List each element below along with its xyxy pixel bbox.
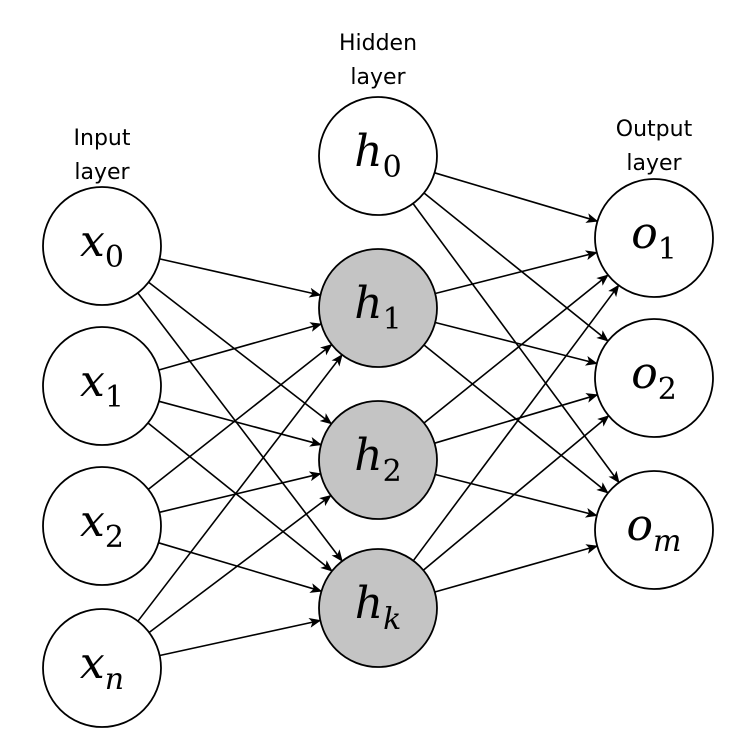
- hidden-layer-label-line1: Hidden: [339, 31, 417, 56]
- node-xn-label: xn: [80, 638, 124, 697]
- node-x0-subscript: 0: [105, 240, 124, 275]
- edge-x2-hk: [158, 542, 323, 593]
- edge-x0-hk: [137, 292, 343, 562]
- node-xn-circle: [42, 608, 162, 728]
- output-layer-label-line1: Output: [616, 117, 693, 142]
- node-om-label: om: [627, 500, 682, 559]
- edge-hk-o2: [422, 415, 610, 571]
- edge-x1-h2: [158, 400, 322, 447]
- node-om-base: o: [627, 500, 654, 551]
- node-hk-subscript: k: [383, 602, 401, 637]
- node-h0-circle: [318, 96, 438, 216]
- node-om-subscript: m: [653, 524, 681, 559]
- edge-x1-h1: [158, 322, 323, 371]
- node-om: om: [594, 470, 714, 590]
- node-h2: h2: [318, 400, 438, 520]
- edge-h1-o1: [435, 250, 598, 295]
- edge-x0-h2: [148, 281, 333, 425]
- node-o2-base: o: [631, 348, 658, 399]
- node-o1-label: o1: [631, 208, 677, 267]
- hidden-layer-label-line2: layer: [350, 65, 406, 90]
- node-o2-label: o2: [631, 348, 677, 407]
- node-hk-label: hk: [355, 578, 402, 637]
- node-x1-subscript: 1: [105, 380, 124, 415]
- edge-h2-om: [435, 473, 598, 518]
- edge-h1-o2: [435, 321, 598, 366]
- node-x2-subscript: 2: [105, 520, 124, 555]
- node-x1-label: x1: [80, 356, 124, 415]
- node-o1: o1: [594, 178, 714, 298]
- edge-h2-o2: [434, 393, 599, 444]
- edge-xn-hk: [159, 617, 322, 657]
- node-hk-base: h: [355, 578, 383, 629]
- node-o2: o2: [594, 318, 714, 438]
- node-x2-circle: [42, 466, 162, 586]
- input-layer-label: Input layer: [74, 126, 131, 185]
- node-x2-base: x: [80, 496, 105, 547]
- edges: [137, 172, 620, 657]
- node-xn-subscript: n: [105, 662, 124, 697]
- node-h2-label: h2: [354, 430, 401, 489]
- edge-h0-o1: [434, 172, 599, 223]
- input-layer-label-line1: Input: [74, 126, 131, 151]
- node-xn-base: x: [80, 638, 105, 689]
- node-x0: x0: [42, 186, 162, 306]
- node-hk: hk: [318, 548, 438, 668]
- node-x0-base: x: [80, 216, 105, 267]
- node-o1-circle: [594, 178, 714, 298]
- output-layer-label-line2: layer: [626, 151, 682, 176]
- node-h1-label: h1: [354, 278, 401, 337]
- node-h0: h0: [318, 96, 438, 216]
- node-x0-circle: [42, 186, 162, 306]
- node-hk-circle: [318, 548, 438, 668]
- node-o2-subscript: 2: [658, 372, 677, 407]
- node-x0-label: x0: [80, 216, 124, 275]
- edge-xn-h1: [137, 354, 343, 622]
- edge-x2-h1: [147, 343, 333, 491]
- edge-x1-hk: [147, 422, 333, 572]
- node-x1-base: x: [80, 356, 105, 407]
- node-h0-label: h0: [354, 126, 401, 185]
- edge-hk-o1: [412, 284, 620, 562]
- output-layer-label: Output layer: [616, 117, 693, 176]
- node-h1-subscript: 1: [383, 302, 402, 337]
- node-h0-base: h: [354, 126, 382, 177]
- node-h2-subscript: 2: [383, 454, 402, 489]
- node-h1-base: h: [354, 278, 382, 329]
- edge-xn-h2: [148, 494, 332, 634]
- node-h2-circle: [318, 400, 438, 520]
- edge-h2-o1: [423, 274, 609, 424]
- node-om-circle: [594, 470, 714, 590]
- node-o1-base: o: [631, 208, 658, 259]
- node-x1-circle: [42, 326, 162, 446]
- node-x1: x1: [42, 326, 162, 446]
- node-h1: h1: [318, 248, 438, 368]
- node-x2: x2: [42, 466, 162, 586]
- edge-hk-om: [434, 544, 599, 593]
- edge-x0-h1: [159, 258, 322, 298]
- edge-x2-h2: [159, 471, 322, 514]
- node-h2-base: h: [354, 430, 382, 481]
- hidden-layer-label: Hidden layer: [339, 31, 417, 90]
- edge-h0-o2: [423, 192, 609, 342]
- node-xn: xn: [42, 608, 162, 728]
- input-layer-label-line2: layer: [74, 160, 130, 185]
- node-x2-label: x2: [80, 496, 124, 555]
- node-o2-circle: [594, 318, 714, 438]
- node-o1-subscript: 1: [658, 232, 677, 267]
- node-h0-subscript: 0: [383, 150, 402, 185]
- node-h1-circle: [318, 248, 438, 368]
